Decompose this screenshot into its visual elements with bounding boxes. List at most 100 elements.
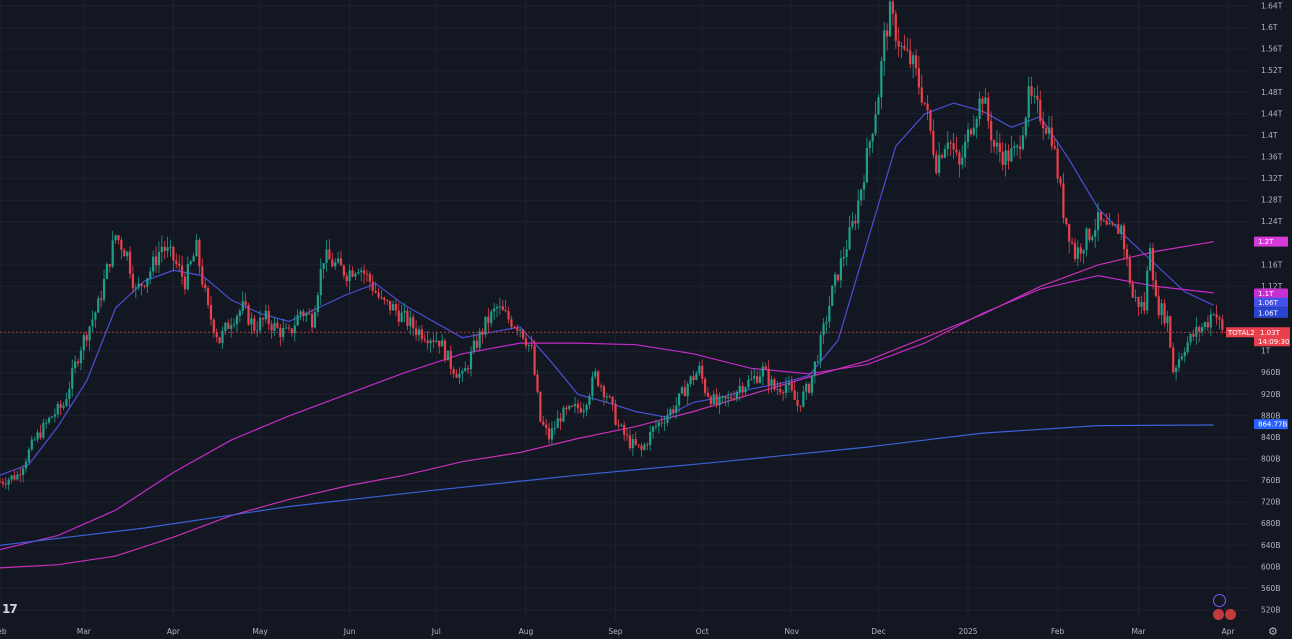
candle-body [253,318,256,331]
candle-body [198,239,201,267]
flag-icon-a[interactable] [1213,609,1224,620]
settings-gear-icon[interactable]: ⚙ [1268,625,1278,638]
candle-body [157,252,161,266]
candle-body [27,449,30,462]
price-tick-label: 1.4T [1261,131,1278,140]
candle-body [1044,128,1048,134]
candle-body [1036,95,1039,100]
candle-body [605,396,608,398]
candle-body [105,264,109,280]
candle-body [53,414,57,417]
candle-body [267,310,270,325]
ma-line-ma_long [0,424,1214,546]
tradingview-logo[interactable]: 17 [2,602,18,616]
candle-body [932,130,935,155]
candle-body [406,310,409,327]
candle-body [1085,228,1088,251]
time-tick-label: Feb [1051,627,1065,636]
flag-icon-b[interactable] [1225,609,1236,620]
candle-body [1,481,4,484]
candle-body [854,220,857,224]
candle-body [1050,127,1053,147]
candle-body [1180,356,1183,360]
candle-body [386,299,389,301]
candle-body [588,395,591,406]
candle-body [13,475,16,480]
candle-body [227,322,230,329]
candle-body [755,376,759,383]
candle-body [845,249,848,257]
candle-body [472,340,476,352]
price-badge-label: 864.77B [1258,421,1287,429]
candle-body [741,385,744,393]
candle-body [591,376,594,396]
time-tick-label: 2025 [958,627,977,636]
candle-body [1053,146,1056,149]
candle-body [1042,121,1045,129]
candle-body [120,240,123,250]
candle-body [721,396,724,398]
candle-body [389,300,392,311]
candle-body [374,290,377,293]
candle-body [750,378,753,380]
candle-body [617,424,620,426]
price-tick-label: 1.56T [1261,45,1283,54]
candle-body [1120,225,1123,234]
candle-body [1169,316,1172,348]
candle-body [100,298,103,300]
candle-body [432,340,435,342]
candle-body [1209,314,1212,328]
candle-body [331,259,334,267]
candle-body [189,261,192,264]
candle-body [475,340,478,348]
candle-body [579,408,582,413]
price-tick-label: 560B [1261,584,1280,593]
candle-body [342,265,345,276]
candle-body [637,444,640,446]
candle-body [862,182,866,190]
candle-body [232,324,236,326]
candle-body [273,322,276,331]
candle-body [441,340,444,347]
candle-body [1154,280,1157,297]
price-tick-label: 1.48T [1261,88,1283,97]
candle-body [1056,148,1059,179]
candle-body [10,475,13,480]
candle-body [123,249,126,257]
candle-body [1183,352,1186,357]
candle-body [319,269,322,296]
candle-body [59,403,62,408]
candle-body [559,418,562,422]
price-tick-label: 1.32T [1261,174,1283,183]
candle-body [816,361,819,363]
candle-body [738,385,741,392]
candle-body [810,375,814,393]
candle-body [76,361,80,364]
candle-body [1111,223,1114,225]
candle-body [923,102,926,104]
candle-body [284,327,288,329]
ma-line-ma_slow [0,241,1214,569]
price-axis[interactable]: 1.64T 1.6T 1.56T 1.52T 1.48T 1.44T 1.4T 1.36T 1.… [1261,2,1283,615]
candle-body [68,388,71,400]
candle-body [461,371,464,374]
time-tick-label: Aug [519,627,534,636]
candle-body [1172,347,1175,372]
candle-body [703,378,707,393]
candle-body [206,287,210,305]
time-axis[interactable]: Feb Mar Apr May Jun Jul Aug Sep Oct Nov Dec 2025 Feb… [0,627,1236,636]
candle-body [865,148,869,183]
candle-body [943,149,947,158]
price-badge [1254,236,1288,247]
candle-body [1088,228,1091,241]
candle-body [744,387,747,393]
candle-body [117,235,120,241]
candle-body [964,141,967,158]
candle-body [585,405,588,411]
candle-body [625,434,629,436]
candle-body [848,226,851,250]
lightning-icon[interactable] [1213,594,1226,607]
candle-body [643,444,646,450]
